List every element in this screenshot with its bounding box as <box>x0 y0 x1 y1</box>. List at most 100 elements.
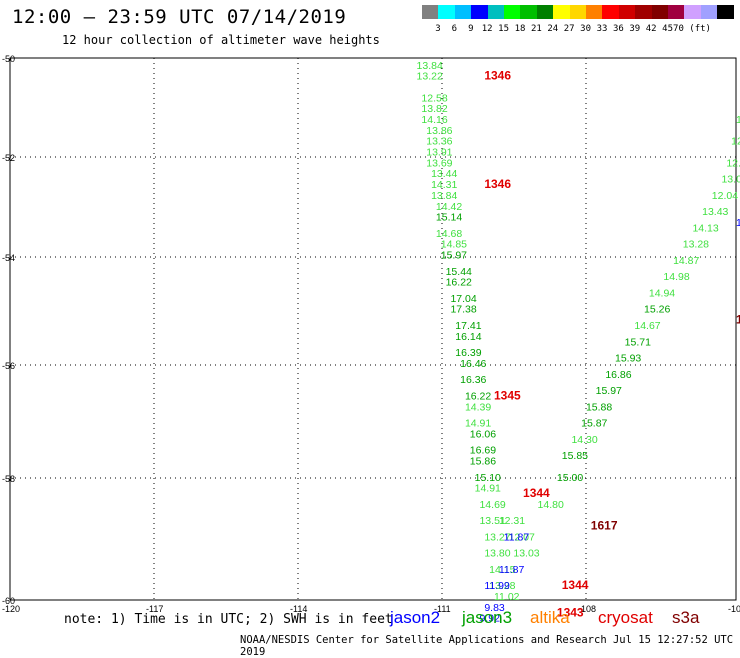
x-tick-label: -111 <box>434 604 451 614</box>
legend-swatch <box>717 5 735 19</box>
satellite-label-s3a: s3a <box>672 608 700 627</box>
s3a-value-label: 1617 <box>591 519 618 533</box>
jason3-value-label: 13.44 <box>431 168 457 180</box>
jason3-value-label: 17.41 <box>455 320 481 332</box>
cryosat-value-label: 1343 <box>557 605 584 619</box>
jason2-value-label: 11.99 <box>484 580 510 592</box>
jason3-value-label: 12.04 <box>712 190 738 202</box>
jason3-value-label: 14.42 <box>436 201 462 213</box>
note-text: note: 1) Time is in UTC; 2) SWH is in fe… <box>64 612 393 627</box>
jason3-value-label: 16.22 <box>446 277 472 289</box>
legend-label: 18 <box>514 24 526 34</box>
jason3-value-label: 15.86 <box>470 456 496 468</box>
jason3-value-label: 15.97 <box>441 250 467 262</box>
s3a-value-label: 1616 <box>736 313 740 327</box>
y-tick-label: -54 <box>2 253 15 263</box>
jason3-value-label: 13.28 <box>489 580 515 592</box>
legend-swatch <box>684 5 702 19</box>
jason3-value-label: 13.80 <box>484 548 510 560</box>
legend-swatch <box>454 5 472 19</box>
x-tick-label: -10 <box>728 604 740 614</box>
satellite-label-altika: altika <box>530 608 570 627</box>
jason3-value-label: 15.10 <box>475 472 501 484</box>
jason3-value-label: 13.69 <box>426 157 452 169</box>
jason3-value-label: 14.39 <box>465 401 491 413</box>
legend-label: 21 <box>530 24 542 34</box>
jason3-value-label: 14.30 <box>571 434 597 446</box>
jason3-value-label: 13.04 <box>721 174 740 186</box>
legend-swatch <box>438 5 456 19</box>
jason3-value-label: 15.14 <box>436 212 462 224</box>
legend-label: 27 <box>563 24 575 34</box>
cryosat-value-label: 1344 <box>523 486 550 500</box>
cryosat-value-label: 1345 <box>494 388 521 402</box>
jason3-value-label: 15.87 <box>581 418 607 430</box>
jason3-value-label: 13.86 <box>426 125 452 137</box>
jason3-value-label: 13.36 <box>426 136 452 148</box>
jason3-value-label: 14.31 <box>431 179 457 191</box>
y-tick-label: -50 <box>2 54 15 64</box>
jason3-value-label: 13.51 <box>479 515 505 527</box>
jason3-value-label: 14.91 <box>475 483 501 495</box>
legend-label: 42 <box>645 24 657 34</box>
jason3-value-label: 14.87 <box>673 255 699 267</box>
legend-label: 70 (ft) <box>673 24 711 34</box>
jason3-value-label: 14.85 <box>441 239 467 251</box>
jason3-value-label: 15.97 <box>596 385 622 397</box>
jason3-value-label: 14.68 <box>436 228 462 240</box>
jason3-value-label: 13.22 <box>417 71 443 83</box>
jason3-value-label: 15.85 <box>562 450 588 462</box>
jason2-value-label: 11.87 <box>504 531 530 543</box>
jason3-value-label: 12.31 <box>499 515 525 527</box>
y-tick-label: -56 <box>2 361 15 371</box>
jason3-value-label: 14.91 <box>465 418 491 430</box>
jason3-value-label: 11.02 <box>494 591 520 603</box>
jason3-value-label: 15.88 <box>586 401 612 413</box>
jason3-value-label: 12.07 <box>509 531 535 543</box>
legend-label: 15 <box>498 24 510 34</box>
jason3-value-label: 16.39 <box>455 347 481 359</box>
legend-swatch <box>586 5 603 19</box>
jason3-value-label: 13.84 <box>417 60 443 72</box>
jason3-value-label: 13.43 <box>702 206 728 218</box>
x-tick-label: -114 <box>290 604 307 614</box>
jason3-value-label: 13.27 <box>484 531 510 543</box>
legend-swatch <box>569 5 587 19</box>
jason3-value-label: 13.84 <box>431 190 457 202</box>
legend-label: 39 <box>629 24 641 34</box>
cryosat-value-label: 1346 <box>484 69 511 83</box>
legend-label: 12 <box>481 24 493 34</box>
legend-swatch <box>422 5 439 19</box>
jason3-value-label: 15.00 <box>557 472 583 484</box>
jason3-value-label: 16.46 <box>460 358 486 370</box>
cryosat-value-label: 1344 <box>562 578 589 592</box>
y-tick-label: -58 <box>2 474 15 484</box>
jason3-value-label: 17.38 <box>450 304 476 316</box>
legend-swatch <box>536 5 554 19</box>
jason3-value-label: 16.06 <box>470 428 496 440</box>
jason3-value-label: 13.28 <box>683 239 709 251</box>
legend-label: 3 <box>435 24 441 34</box>
legend-swatch <box>700 5 718 19</box>
legend-swatch <box>602 5 620 19</box>
jason3-value-label: 12.41 <box>726 157 740 169</box>
map-frame <box>9 57 737 601</box>
legend-swatch <box>471 5 489 19</box>
legend-swatch <box>668 5 685 19</box>
jason3-value-label: 15.26 <box>644 304 670 316</box>
satellite-label-jason2: jason2 <box>390 608 441 627</box>
jason3-value-label: 16.69 <box>470 445 496 457</box>
legend-swatch <box>520 5 538 19</box>
jason3-value-label: 12.7 <box>731 136 740 148</box>
legend-label: 6 <box>451 24 458 34</box>
jason3-value-label: 14.80 <box>538 499 564 511</box>
legend-swatch <box>618 5 636 19</box>
jason3-value-label: 13.91 <box>426 147 452 159</box>
jason3-value-label: 15.93 <box>615 353 641 365</box>
jason3-value-label: 17.04 <box>450 293 476 305</box>
jason2-value-label: 9.92 <box>479 613 500 625</box>
legend-label: 45 <box>662 24 674 34</box>
legend-label: 30 <box>580 24 592 34</box>
legend-label: 36 <box>612 24 624 34</box>
